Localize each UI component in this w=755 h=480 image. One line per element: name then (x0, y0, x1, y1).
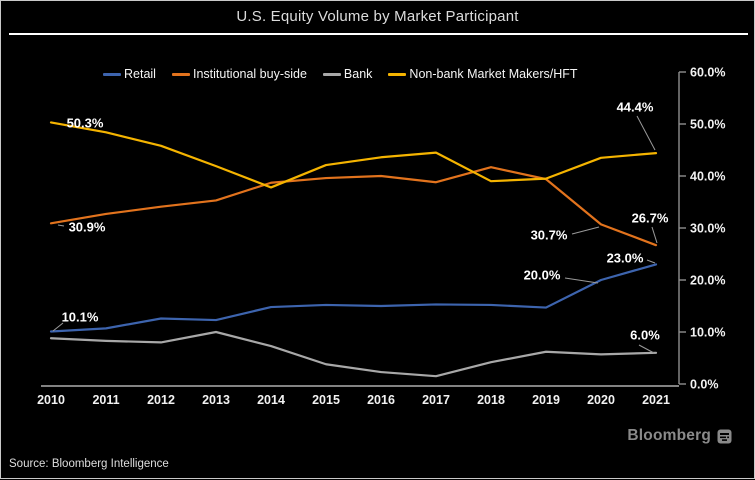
series-line-non-bank-market-makers-hft (49, 121, 658, 189)
y-tick-label: 10.0% (690, 326, 725, 340)
annotation-label: 44.4% (617, 100, 654, 115)
annotation-label: 50.3% (67, 116, 104, 131)
annotation-leader (564, 277, 599, 284)
title-separator (9, 33, 748, 35)
annotation-label: 26.7% (632, 211, 669, 226)
legend-swatch-retail (103, 72, 121, 76)
legend-item-bank: Bank (322, 67, 373, 81)
legend-swatch-non-bank-market-makers-hft (388, 72, 407, 76)
annotation-leader (651, 226, 658, 244)
annotation-label: 30.7% (531, 228, 568, 243)
legend: Retail Institutional buy-side Bank Non-bank… (103, 67, 578, 81)
y-tick-label: 50.0% (690, 118, 725, 132)
x-tick-label: 2016 (367, 393, 395, 407)
annotation-leader (638, 344, 655, 354)
series-line-institutional-buy-side (49, 166, 658, 247)
y-tick-label: 40.0% (690, 170, 725, 184)
bloomberg-terminal-icon (717, 429, 732, 443)
annotation-label: 30.9% (69, 220, 106, 235)
legend-label-institutional-buy-side: Institutional buy-side (192, 67, 307, 81)
annotation-label: 23.0% (607, 251, 644, 266)
x-tick-label: 2020 (587, 393, 615, 407)
legend-label-retail: Retail (124, 67, 156, 81)
annotation-leader (636, 115, 656, 151)
legend-swatch-institutional-buy-side (171, 72, 190, 76)
x-tick-label: 2010 (37, 393, 65, 407)
y-tick-label: 20.0% (690, 274, 725, 288)
x-tick-label: 2012 (147, 393, 175, 407)
x-tick-label: 2015 (312, 393, 340, 407)
y-tick-label: 0.0% (690, 378, 719, 392)
x-tick-label: 2019 (532, 393, 560, 407)
x-tick-label: 2017 (422, 393, 450, 407)
y-tick-label: 30.0% (690, 222, 725, 236)
annotation-leader (571, 226, 600, 235)
y-tick-label: 60.0% (690, 66, 725, 80)
annotation-label: 10.1% (62, 310, 99, 325)
legend-item-institutional-buy-side: Institutional buy-side (171, 67, 307, 81)
bloomberg-wordmark: Bloomberg (627, 427, 711, 444)
legend-item-non-bank-market-makers-hft: Non-bank Market Makers/HFT (388, 67, 578, 81)
annotation-leader (52, 322, 64, 332)
source-text: Source: Bloomberg Intelligence (9, 458, 169, 470)
x-tick-label: 2018 (477, 393, 505, 407)
series-line-bank (49, 330, 658, 378)
series-line-retail (49, 263, 658, 333)
annotation-label: 6.0% (630, 328, 660, 343)
annotation-label: 20.0% (524, 268, 561, 283)
annotation-leader (646, 259, 656, 264)
x-tick-label: 2011 (92, 393, 119, 407)
legend-label-bank: Bank (343, 67, 373, 81)
x-tick-label: 2021 (642, 393, 670, 407)
bloomberg-logo: Bloomberg (627, 427, 732, 445)
annotation-leader (57, 224, 65, 227)
chart-title: U.S. Equity Volume by Market Participant (236, 8, 519, 25)
x-tick-label: 2014 (257, 393, 285, 407)
legend-swatch-bank (322, 72, 341, 76)
legend-label-non-bank-market-makers-hft: Non-bank Market Makers/HFT (409, 67, 578, 81)
legend-item-retail: Retail (103, 67, 156, 81)
x-tick-label: 2013 (202, 393, 230, 407)
